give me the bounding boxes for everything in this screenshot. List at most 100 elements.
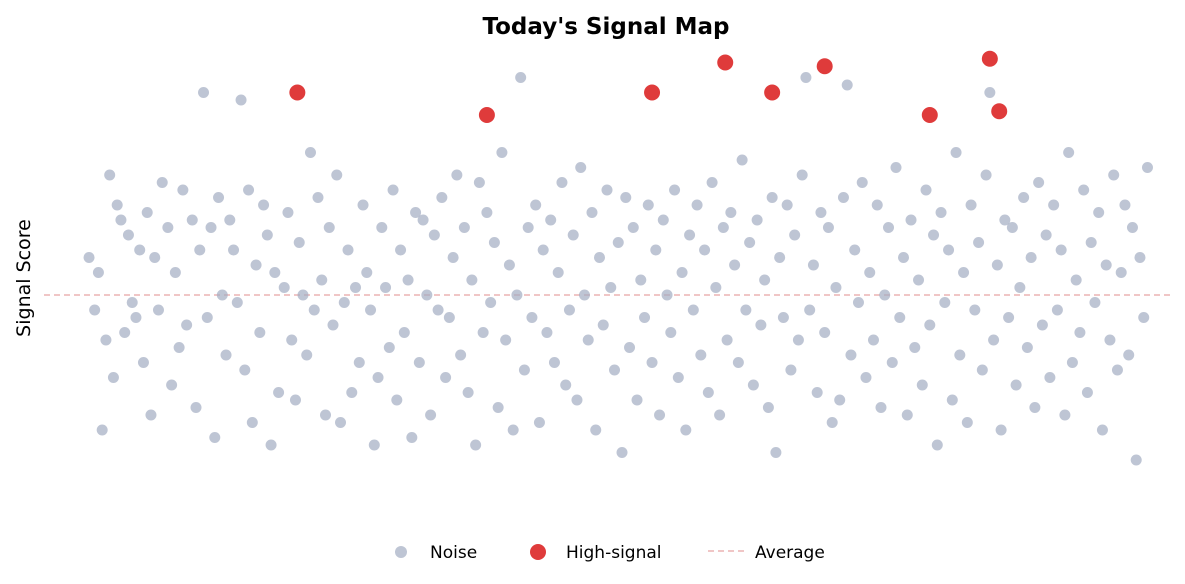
noise-point: [650, 244, 662, 256]
noise-point: [380, 282, 392, 293]
noise-point: [609, 364, 621, 376]
noise-point: [1123, 349, 1135, 361]
noise-point: [258, 199, 270, 211]
legend-label-high-signal: High-signal: [566, 543, 662, 563]
noise-point: [924, 319, 936, 331]
noise-point: [563, 304, 575, 316]
noise-point: [1081, 387, 1093, 398]
noise-point: [943, 244, 955, 256]
noise-point: [1100, 259, 1112, 271]
noise-point: [669, 184, 681, 196]
noise-point: [1093, 207, 1105, 218]
noise-point: [571, 394, 583, 406]
noise-point: [545, 214, 557, 226]
noise-point: [533, 417, 545, 428]
noise-point: [316, 274, 328, 286]
noise-point: [338, 297, 350, 308]
noise-point: [826, 417, 838, 428]
noise-point: [250, 259, 262, 271]
noise-points-group: [83, 72, 1153, 466]
noise-point: [909, 342, 921, 353]
high-signal-point: [717, 54, 734, 71]
noise-point: [916, 379, 928, 391]
high-signal-point: [764, 84, 781, 101]
noise-point: [137, 357, 149, 368]
noise-point: [1018, 192, 1030, 203]
noise-point: [190, 402, 202, 413]
noise-point: [1033, 177, 1045, 188]
noise-point: [875, 402, 887, 413]
noise-point: [254, 327, 266, 338]
noise-point: [1138, 312, 1150, 323]
noise-point: [243, 184, 255, 196]
noise-point: [1089, 297, 1101, 308]
chart-title: Today's Signal Map: [482, 14, 729, 40]
noise-point: [145, 409, 157, 421]
noise-point: [282, 207, 294, 218]
noise-point: [913, 274, 925, 286]
noise-point: [162, 222, 174, 233]
noise-point: [111, 199, 123, 211]
noise-point: [220, 349, 232, 361]
noise-point: [470, 439, 482, 451]
noise-point: [376, 222, 388, 233]
noise-point: [980, 169, 992, 181]
noise-point: [213, 192, 225, 203]
noise-point: [774, 252, 786, 263]
noise-point: [503, 259, 515, 271]
noise-point: [590, 424, 602, 436]
noise-point: [451, 169, 463, 181]
noise-point: [612, 237, 624, 248]
noise-point: [496, 147, 508, 158]
noise-point: [954, 349, 966, 361]
noise-point: [308, 304, 320, 316]
noise-point: [492, 402, 504, 413]
noise-point: [447, 252, 459, 263]
noise-point: [1115, 267, 1127, 278]
noise-point: [273, 387, 285, 398]
noise-point: [119, 327, 131, 338]
noise-point: [104, 169, 116, 181]
noise-point: [372, 372, 384, 383]
noise-point: [672, 372, 684, 383]
noise-point: [432, 304, 444, 316]
noise-point: [83, 252, 95, 263]
noise-point: [1036, 319, 1048, 331]
noise-point: [96, 424, 108, 436]
noise-point: [1078, 184, 1090, 196]
noise-point: [216, 289, 228, 301]
noise-point: [852, 297, 864, 308]
noise-point: [867, 334, 879, 346]
noise-point: [126, 297, 138, 308]
noise-point: [265, 439, 277, 451]
noise-point: [687, 304, 699, 316]
noise-point: [560, 379, 572, 391]
noise-point: [152, 304, 164, 316]
noise-point: [327, 319, 339, 331]
noise-point: [410, 207, 422, 218]
noise-point: [759, 274, 771, 286]
noise-point: [961, 417, 973, 428]
noise-point: [665, 327, 677, 338]
noise-point: [297, 289, 309, 301]
noise-point: [931, 439, 943, 451]
noise-point: [699, 244, 711, 256]
noise-point: [436, 192, 448, 203]
noise-point: [751, 214, 763, 226]
noise-point: [871, 199, 883, 211]
noise-point: [466, 274, 478, 286]
noise-point: [402, 274, 414, 286]
noise-point: [323, 222, 335, 233]
noise-point: [725, 207, 737, 218]
noise-point: [796, 169, 808, 181]
noise-point: [115, 214, 127, 226]
noise-point: [1048, 199, 1060, 211]
noise-point: [601, 184, 613, 196]
noise-point: [149, 252, 161, 263]
noise-point: [807, 259, 819, 271]
noise-point: [792, 334, 804, 346]
noise-point: [1029, 402, 1041, 413]
noise-point: [261, 229, 273, 241]
legend-label-average: Average: [755, 543, 825, 563]
noise-point: [301, 349, 313, 361]
